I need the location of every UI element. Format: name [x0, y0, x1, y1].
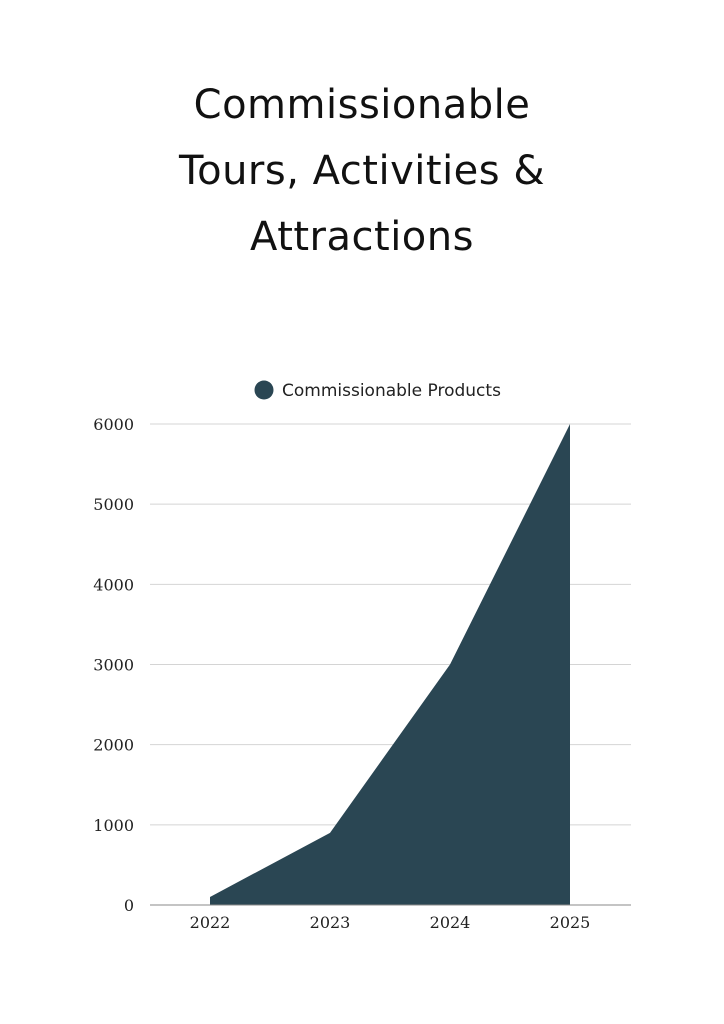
legend: Commissionable Products: [254, 380, 501, 401]
area-series-commissionable-products: [210, 424, 570, 905]
y-tick-label-6000: 6000: [93, 415, 134, 434]
y-tick-label-2000: 2000: [93, 736, 134, 755]
chart-title-line-2: Tours, Activities &: [178, 148, 546, 194]
x-tick-label-2023: 2023: [310, 913, 351, 932]
y-tick-label-0: 0: [124, 896, 134, 915]
legend-label: Commissionable Products: [282, 381, 501, 401]
y-tick-label-1000: 1000: [93, 816, 134, 835]
y-axis-tick-labels: 0 1000 2000 3000 4000 5000 6000: [93, 415, 134, 915]
y-tick-label-5000: 5000: [93, 495, 134, 514]
x-tick-label-2024: 2024: [430, 913, 471, 932]
chart-title-line-3: Attractions: [250, 214, 474, 260]
chart-title-line-1: Commissionable: [193, 82, 531, 128]
x-tick-label-2025: 2025: [550, 913, 591, 932]
legend-swatch: [254, 380, 274, 400]
x-tick-label-2022: 2022: [190, 913, 231, 932]
y-tick-label-3000: 3000: [93, 656, 134, 675]
y-tick-label-4000: 4000: [93, 575, 134, 594]
plot-area: [210, 424, 570, 905]
x-axis-tick-labels: 2022 2023 2024 2025: [190, 913, 591, 932]
chart-title: Commissionable Tours, Activities & Attra…: [0, 72, 724, 270]
